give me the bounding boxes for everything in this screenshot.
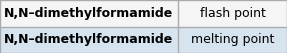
- FancyBboxPatch shape: [0, 0, 178, 26]
- FancyBboxPatch shape: [0, 26, 178, 53]
- Text: N,N–dimethylformamide: N,N–dimethylformamide: [4, 33, 174, 46]
- Text: flash point: flash point: [199, 7, 265, 20]
- Text: melting point: melting point: [191, 33, 274, 46]
- FancyBboxPatch shape: [178, 26, 287, 53]
- FancyBboxPatch shape: [178, 0, 287, 26]
- Text: N,N–dimethylformamide: N,N–dimethylformamide: [4, 7, 174, 20]
